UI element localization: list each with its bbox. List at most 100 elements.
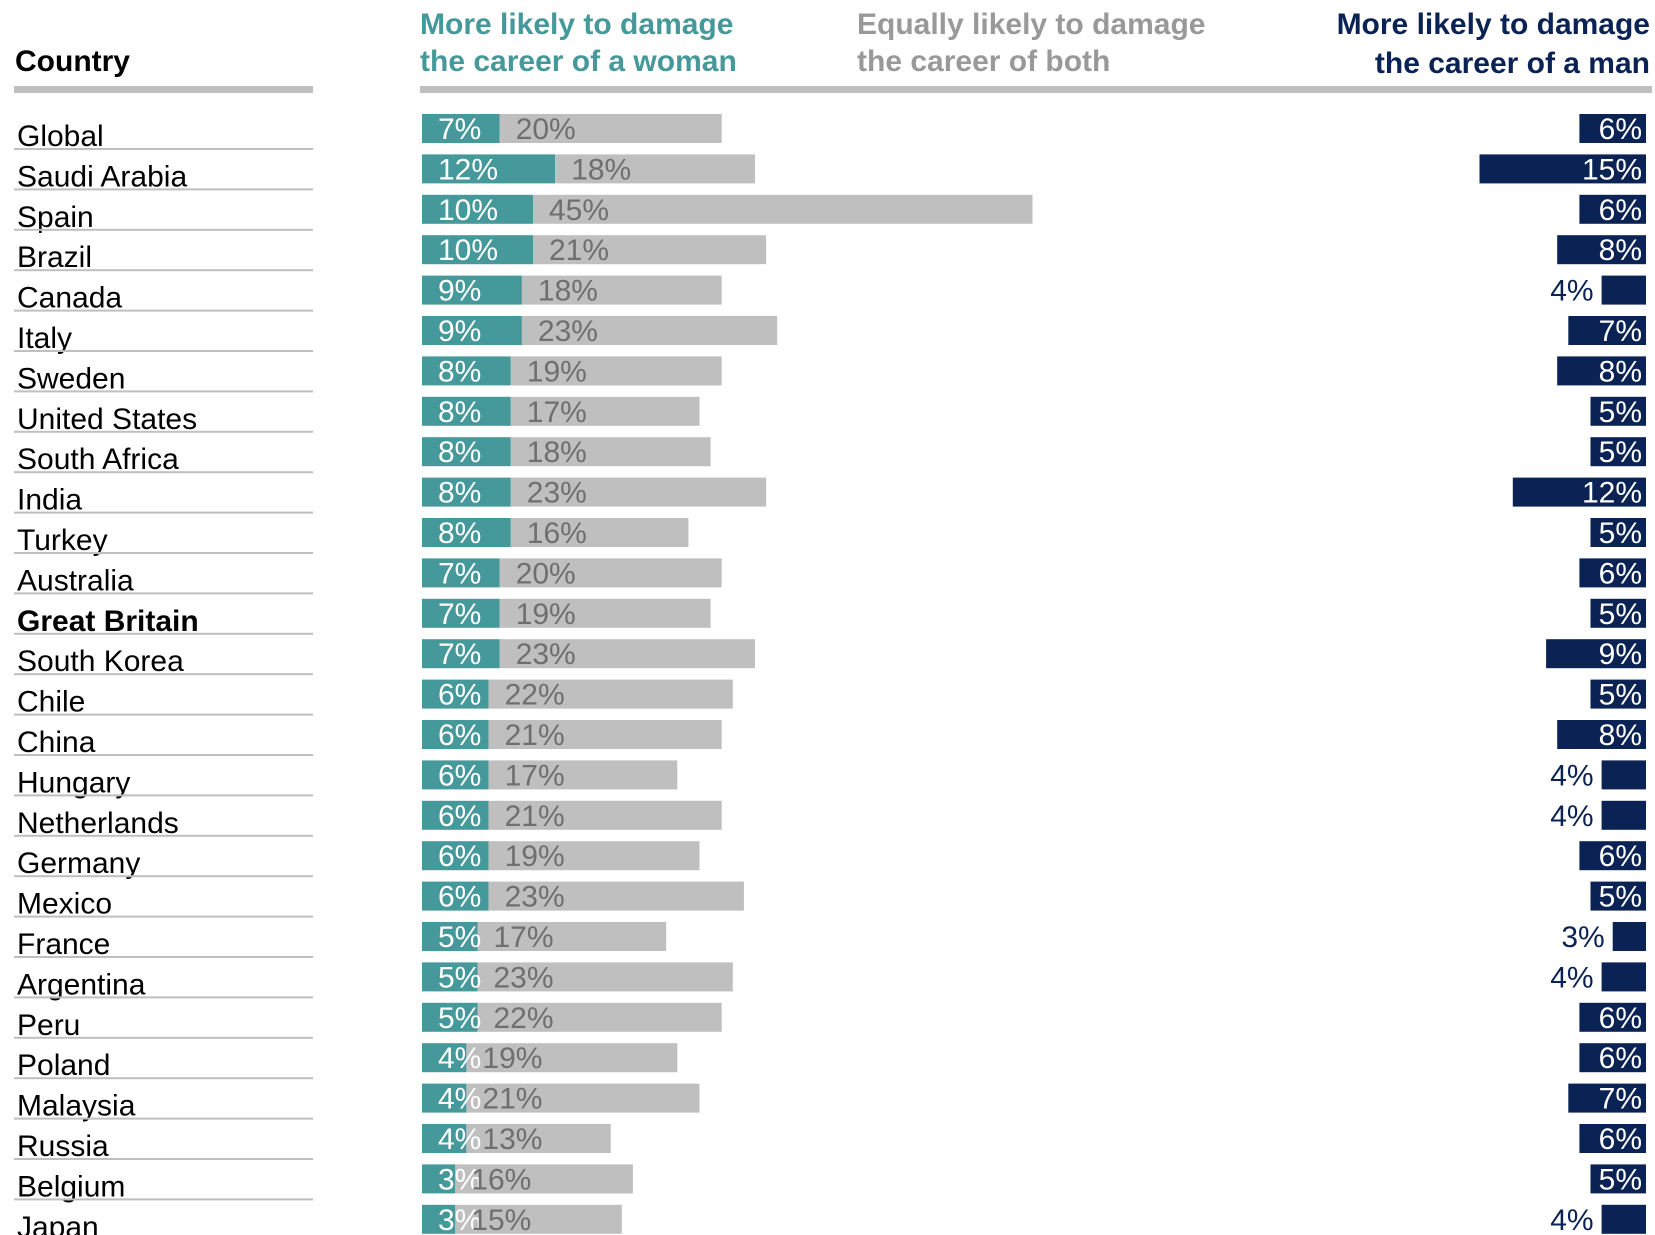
value-label-man: 5% <box>1599 517 1642 550</box>
country-label: Russia <box>17 1130 109 1163</box>
value-label-man: 4% <box>1550 800 1593 833</box>
row-separator <box>14 915 313 918</box>
header-woman-line2: the career of a woman <box>420 45 737 78</box>
value-label-woman: 4% <box>438 1042 481 1075</box>
value-label-man: 6% <box>1599 1002 1642 1035</box>
value-label-man: 12% <box>1582 477 1642 510</box>
value-label-both: 22% <box>505 679 565 712</box>
bar-both <box>455 1204 622 1234</box>
header-man-line2: the career of a man <box>1375 47 1650 80</box>
bar-woman <box>422 962 478 992</box>
value-label-woman: 4% <box>438 1123 481 1156</box>
bar-man <box>1546 639 1646 669</box>
value-label-man: 7% <box>1599 1083 1642 1116</box>
country-label: Netherlands <box>17 807 179 840</box>
bar-both <box>488 841 700 871</box>
bar-man <box>1568 1083 1646 1113</box>
value-label-woman: 5% <box>438 1002 481 1035</box>
bar-woman <box>422 841 489 871</box>
country-label: Mexico <box>17 888 112 921</box>
bar-woman <box>422 356 511 386</box>
bar-man <box>1579 114 1646 143</box>
bar-man <box>1590 437 1646 467</box>
bar-woman <box>422 598 500 628</box>
header-man-line1: More likely to damage <box>1337 8 1650 41</box>
row-separator <box>14 228 313 231</box>
value-label-man: 8% <box>1599 719 1642 752</box>
country-label: Global <box>17 120 104 153</box>
value-label-man: 8% <box>1599 234 1642 267</box>
bar-woman <box>422 1083 467 1113</box>
bar-woman <box>422 194 533 224</box>
row-separator <box>14 956 313 958</box>
country-label: Poland <box>17 1049 110 1082</box>
bar-both <box>521 275 722 305</box>
value-label-man: 5% <box>1599 396 1642 429</box>
bar-man <box>1479 154 1646 184</box>
bar-both <box>477 962 733 992</box>
country-label: Turkey <box>17 524 108 557</box>
row-separator <box>14 269 313 272</box>
row-separator <box>14 1036 313 1039</box>
row-separator <box>14 834 313 837</box>
bar-woman <box>422 114 500 143</box>
bar-both <box>499 558 722 588</box>
row-separator <box>14 511 313 514</box>
country-label: Canada <box>17 282 122 315</box>
value-label-woman: 6% <box>438 881 481 914</box>
bar-woman <box>422 639 500 669</box>
row-separator <box>14 471 313 474</box>
bar-both <box>488 679 733 709</box>
bar-woman <box>422 760 489 790</box>
bar-man <box>1568 316 1646 345</box>
bar-woman <box>422 275 522 305</box>
bar-man <box>1590 518 1646 547</box>
bar-woman <box>422 1164 456 1194</box>
value-label-woman: 7% <box>438 113 481 146</box>
bar-man <box>1612 922 1646 951</box>
value-label-both: 22% <box>494 1002 554 1035</box>
bar-woman <box>422 1124 467 1153</box>
value-label-woman: 7% <box>438 598 481 631</box>
bar-both <box>466 1083 700 1113</box>
bar-woman <box>422 800 489 830</box>
bar-woman <box>422 316 522 345</box>
value-label-both: 19% <box>527 355 587 388</box>
bar-woman <box>422 1002 478 1032</box>
value-label-woman: 8% <box>438 355 481 388</box>
value-label-both: 23% <box>527 477 587 510</box>
country-label: Belgium <box>17 1170 125 1203</box>
bar-woman <box>422 558 500 588</box>
row-separator <box>14 430 313 433</box>
row-separator <box>14 632 313 635</box>
value-label-man: 6% <box>1599 1042 1642 1075</box>
value-label-man: 5% <box>1599 436 1642 469</box>
bar-both <box>488 760 678 790</box>
row-separator <box>14 996 313 999</box>
row-separator <box>14 390 313 393</box>
bar-both <box>466 1043 678 1073</box>
value-label-man: 6% <box>1599 194 1642 227</box>
country-label: Germany <box>17 847 140 880</box>
value-label-both: 18% <box>538 275 598 308</box>
value-label-woman: 5% <box>438 961 481 994</box>
country-label: France <box>17 928 110 961</box>
bar-woman <box>422 396 511 426</box>
bar-both <box>455 1164 633 1194</box>
row-separator <box>14 1158 313 1160</box>
country-label: Malaysia <box>17 1090 136 1123</box>
bar-woman <box>422 679 489 709</box>
bar-man <box>1590 881 1646 911</box>
bar-woman <box>422 477 511 507</box>
bar-woman <box>422 720 489 749</box>
bar-both <box>510 437 711 467</box>
value-label-both: 16% <box>527 517 587 550</box>
value-label-both: 23% <box>538 315 598 348</box>
bar-woman <box>422 154 556 184</box>
value-label-woman: 8% <box>438 517 481 550</box>
row-separator <box>14 309 313 312</box>
value-label-man: 15% <box>1582 153 1642 186</box>
value-label-both: 21% <box>505 719 565 752</box>
value-label-man: 4% <box>1550 961 1593 994</box>
